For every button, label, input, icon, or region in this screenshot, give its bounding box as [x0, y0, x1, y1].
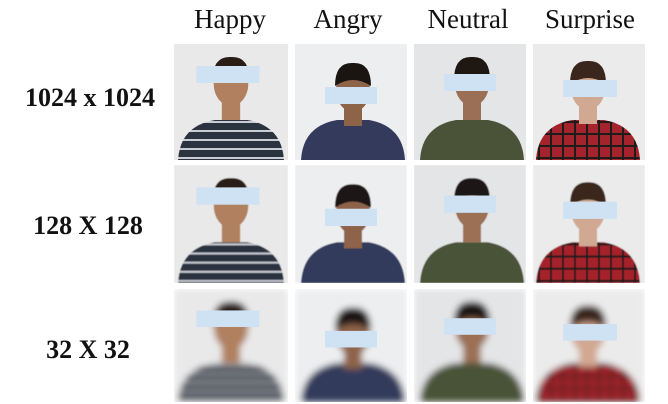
- photo-content: [414, 289, 526, 402]
- privacy-bar: [444, 318, 496, 335]
- torso: [536, 363, 640, 402]
- row-label: 1024 x 1024: [25, 83, 155, 112]
- photo-content: [533, 44, 645, 160]
- photo: [174, 165, 288, 283]
- torso: [301, 120, 405, 160]
- privacy-bar: [196, 187, 260, 205]
- photo-content: [533, 289, 645, 402]
- photo: [414, 165, 526, 283]
- privacy-bar: [444, 74, 496, 91]
- image-grid: [174, 44, 645, 402]
- torso: [536, 242, 640, 283]
- privacy-bar: [563, 324, 617, 341]
- column-label: Happy: [194, 4, 266, 34]
- column-label: Neutral: [428, 4, 509, 34]
- torso: [301, 363, 405, 402]
- hair: [335, 62, 371, 86]
- column-label: Angry: [314, 4, 383, 34]
- row-label: 32 X 32: [46, 335, 130, 364]
- privacy-bar: [444, 195, 496, 213]
- privacy-bar: [196, 310, 260, 327]
- photo: [533, 165, 645, 283]
- privacy-bar: [325, 208, 377, 227]
- photo: [174, 289, 288, 402]
- photo: [174, 44, 288, 160]
- photo-content: [414, 165, 526, 283]
- torso: [420, 363, 524, 402]
- hair: [335, 307, 371, 330]
- photo: [414, 289, 526, 402]
- photo: [295, 289, 407, 402]
- privacy-bar: [196, 66, 260, 83]
- photo: [533, 44, 645, 160]
- torso: [301, 242, 405, 283]
- torso: [420, 120, 524, 160]
- photo: [295, 165, 407, 283]
- hair: [570, 305, 606, 328]
- torso: [178, 363, 284, 402]
- column-label: Surprise: [545, 4, 635, 34]
- photo-content: [174, 289, 288, 402]
- privacy-bar: [563, 80, 617, 97]
- photo: [295, 44, 407, 160]
- photo-content: [414, 44, 526, 160]
- photo-content: [174, 165, 288, 283]
- torso: [178, 120, 284, 160]
- torso: [420, 242, 524, 283]
- photo: [533, 289, 645, 402]
- hair: [335, 184, 371, 208]
- torso: [178, 242, 284, 283]
- row-label: 128 X 128: [33, 211, 143, 240]
- privacy-bar: [325, 87, 377, 104]
- hair: [570, 182, 606, 206]
- privacy-bar: [325, 330, 377, 348]
- privacy-bar: [563, 201, 617, 219]
- photo-content: [533, 165, 645, 283]
- hair: [570, 60, 606, 84]
- photo-content: [174, 44, 288, 160]
- photo: [414, 44, 526, 160]
- torso: [536, 120, 640, 160]
